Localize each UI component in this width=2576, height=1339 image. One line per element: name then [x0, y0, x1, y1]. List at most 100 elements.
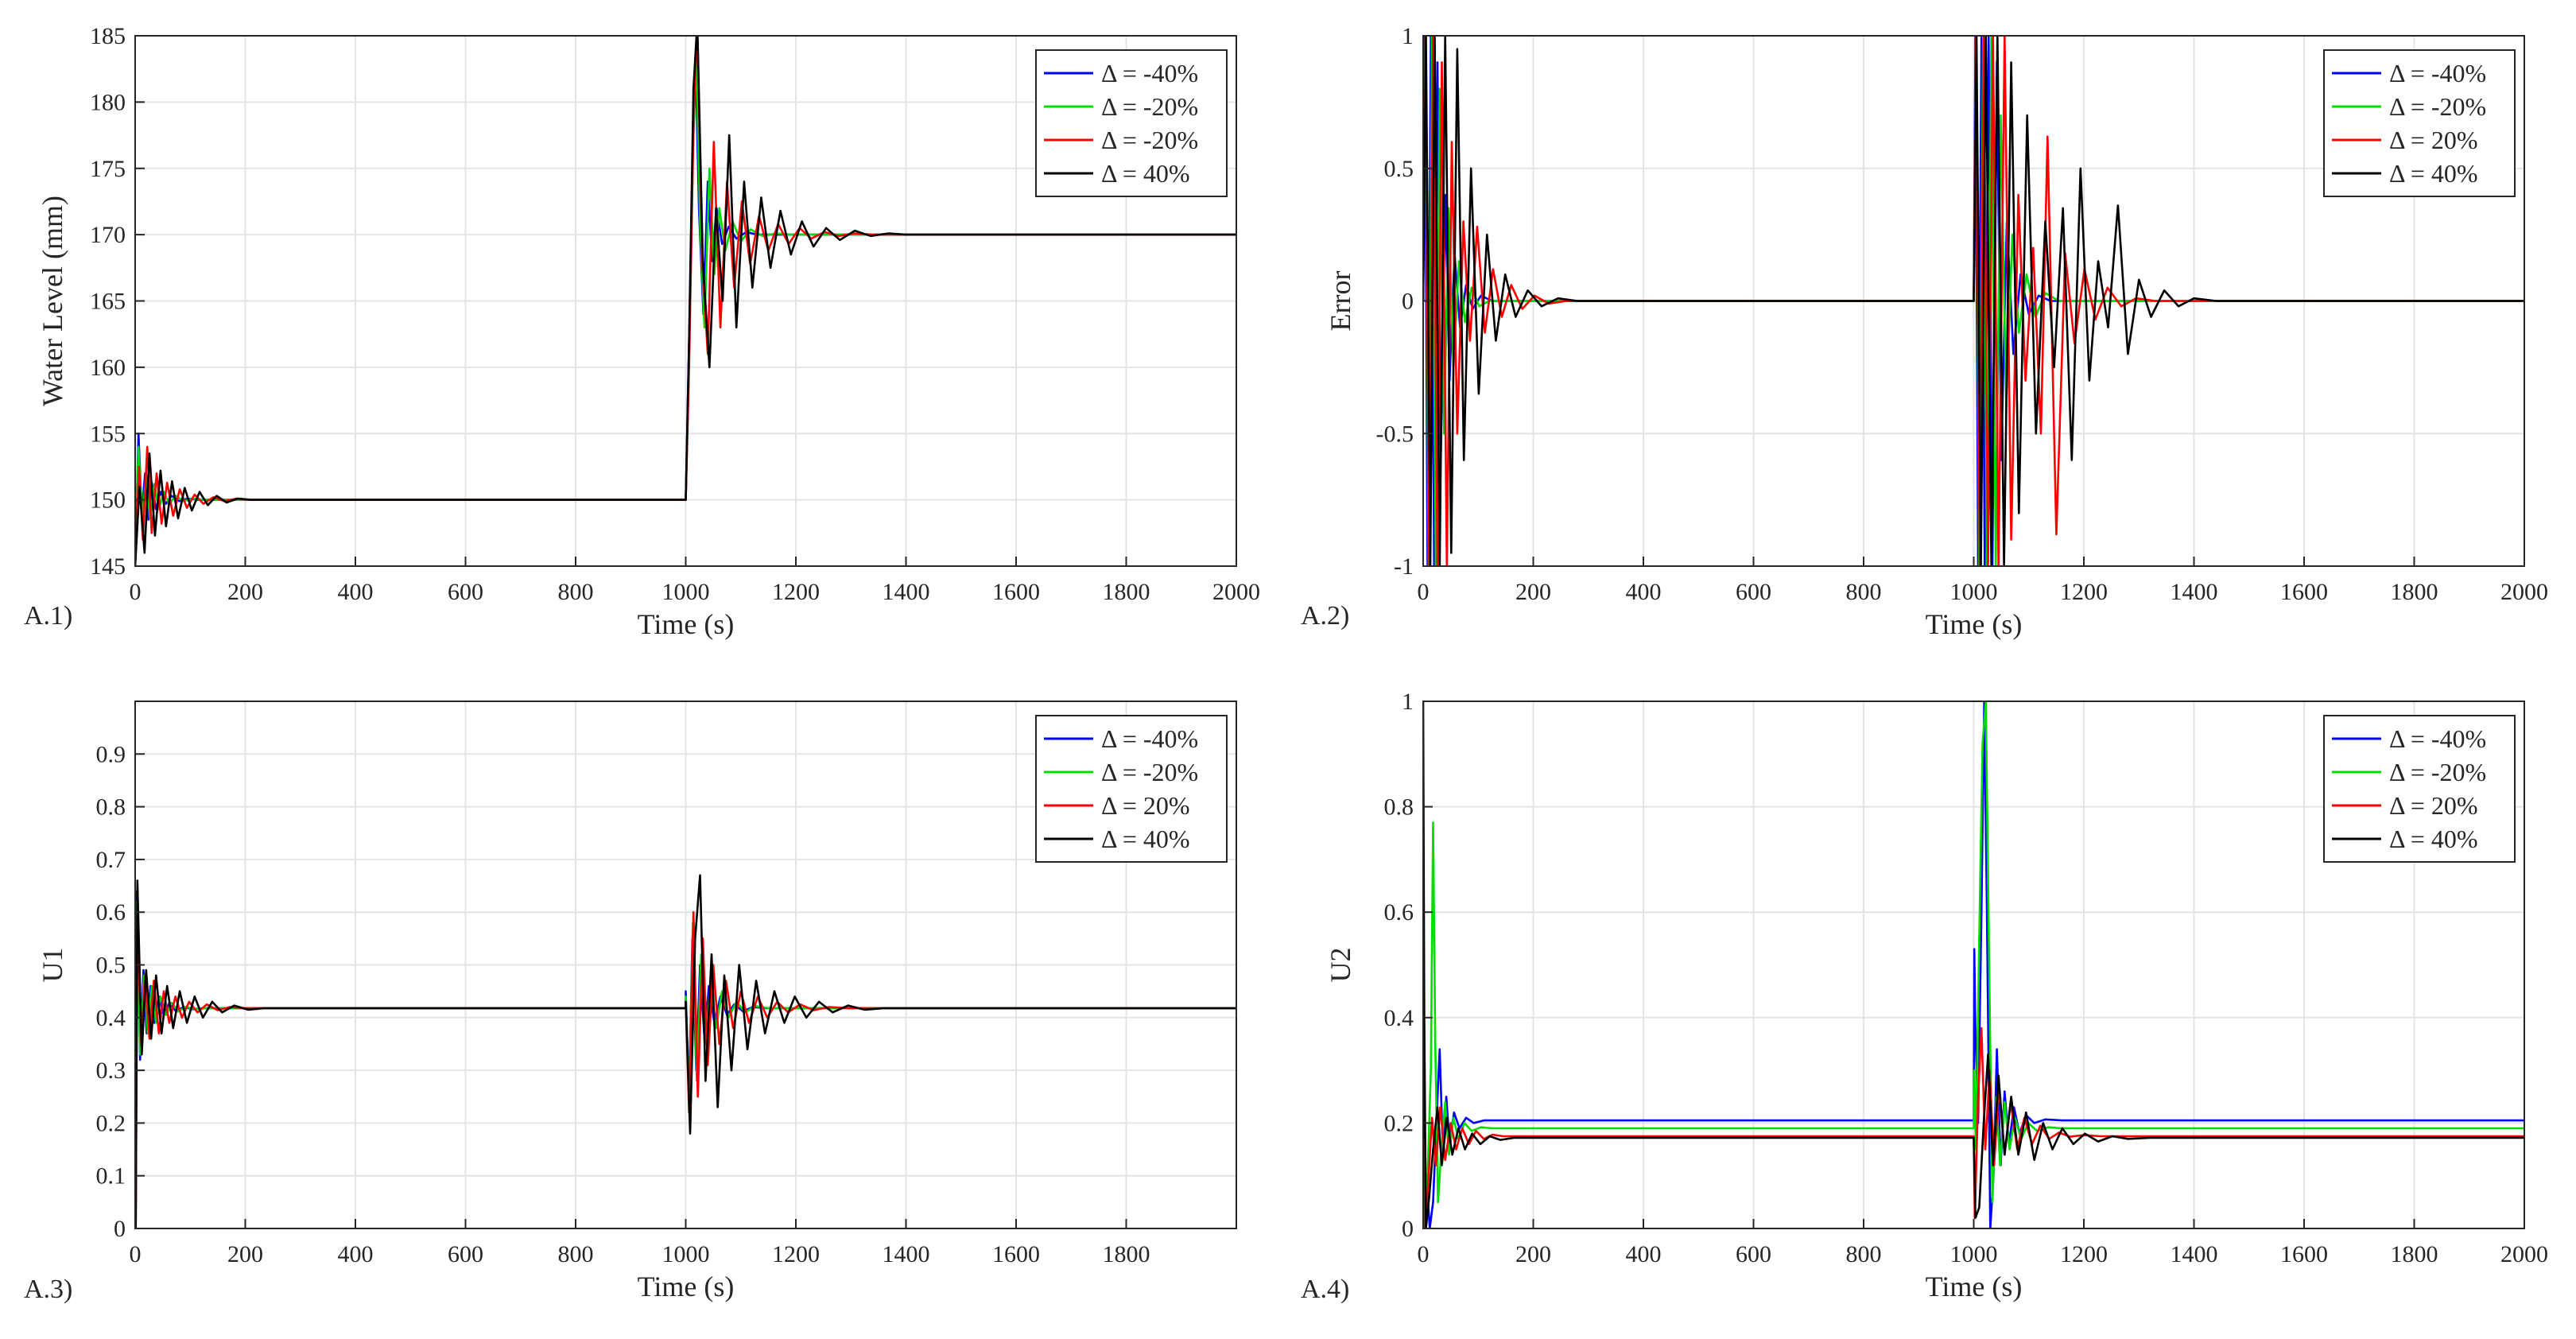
legend-entry: Δ = 20% [2389, 126, 2478, 154]
y-tick-label: 0.9 [96, 741, 126, 767]
y-tick-label: 0.1 [96, 1163, 126, 1190]
panel-tag: A.2) [1301, 601, 1349, 631]
legend-box [2323, 49, 2516, 197]
x-tick-label: 0 [1418, 579, 1430, 605]
x-tick-label: 1400 [2171, 579, 2218, 605]
panel-tag: A.3) [24, 1275, 72, 1304]
y-tick-label: 145 [90, 553, 126, 580]
legend-box [1035, 49, 1228, 197]
x-tick-label: 2000 [1212, 579, 1260, 605]
y-tick-label: 0.7 [96, 847, 126, 873]
x-tick-label: 400 [1626, 579, 1662, 605]
legend-box [2323, 715, 2516, 863]
x-tick-label: 1400 [883, 1241, 930, 1267]
y-tick-label: 0 [1402, 1216, 1414, 1242]
x-axis-label: Time (s) [1926, 608, 2023, 640]
y-tick-label: -0.5 [1376, 421, 1414, 447]
x-tick-label: 600 [448, 579, 483, 605]
y-axis-label: U2 [1325, 948, 1356, 983]
y-tick-label: 150 [90, 487, 126, 514]
x-tick-label: 800 [558, 579, 594, 605]
x-tick-label: 400 [1626, 1241, 1662, 1267]
x-tick-label: 0 [130, 579, 142, 605]
y-tick-label: 0.2 [96, 1110, 126, 1136]
chart-panel-1: 0 200 400 600 800 1000 1200 1400 1600 1800 2000 145… [24, 23, 1260, 640]
series-line-4 [135, 36, 1236, 566]
legend-entry: Δ = -40% [1101, 724, 1198, 753]
x-tick-label: 400 [338, 579, 374, 605]
y-tick-label: 0.8 [1384, 794, 1414, 821]
y-axis-label: U1 [37, 948, 68, 983]
y-tick-label: 0.4 [1384, 1005, 1414, 1031]
y-tick-label: 0.2 [1384, 1110, 1414, 1136]
series-line-4 [135, 874, 1236, 1228]
legend-entry: Δ = -40% [2389, 724, 2486, 753]
y-tick-label: 0 [114, 1216, 126, 1242]
x-tick-label: 400 [338, 1241, 374, 1267]
x-tick-label: 1800 [2391, 1241, 2438, 1267]
legend-entry: Δ = -40% [2389, 59, 2486, 87]
series-group [1423, 36, 2524, 566]
legend-entry: Δ = -20% [2389, 758, 2486, 786]
y-tick-label: 0.6 [1384, 899, 1414, 926]
y-tick-label: 175 [90, 156, 126, 182]
x-tick-label: 1200 [2060, 579, 2108, 605]
x-tick-label: 1800 [1103, 1241, 1150, 1267]
y-tick-label: 185 [90, 23, 126, 49]
y-tick-label: 0.8 [96, 794, 126, 821]
x-tick-label: 0 [1418, 1241, 1430, 1267]
chart-panel-2: 0 200 400 600 800 1000 1200 1400 1600 1800 2000 -1 -… [1301, 23, 2548, 640]
y-tick-label: 155 [90, 421, 126, 447]
x-tick-label: 600 [1736, 1241, 1771, 1267]
legend-entry: Δ = 40% [1101, 825, 1190, 853]
legend: Δ = -40% Δ = -20% Δ = -20% Δ = 40% [1035, 49, 1228, 197]
series-group [135, 874, 1236, 1228]
chart-panel-4: 0 200 400 600 800 1000 1200 1400 1600 1800 2000 0 0.… [1301, 689, 2548, 1304]
legend-entry: Δ = 40% [2389, 159, 2478, 188]
x-tick-label: 200 [227, 1241, 263, 1267]
chart-panel-3: 0 200 400 600 800 1000 1200 1400 1600 1800 0 0.1 0.2… [24, 701, 1237, 1304]
x-tick-label: 2000 [2500, 579, 2548, 605]
x-tick-label: 1600 [992, 1241, 1040, 1267]
x-tick-label: 1200 [772, 579, 820, 605]
x-axis-label: Time (s) [638, 1271, 735, 1302]
x-tick-label: 1800 [2391, 579, 2438, 605]
x-tick-label: 1000 [662, 1241, 710, 1267]
y-axis-label: Error [1325, 271, 1356, 332]
x-tick-label: 200 [1515, 1241, 1551, 1267]
y-tick-label: 0.3 [96, 1058, 126, 1084]
x-tick-label: 1800 [1103, 579, 1150, 605]
y-tick-label: 170 [90, 222, 126, 248]
legend-entry: Δ = 40% [2389, 825, 2478, 853]
y-axis-label: Water Level (mm) [37, 196, 68, 406]
legend-entry: Δ = -20% [2389, 92, 2486, 121]
legend-entry: Δ = 20% [2389, 791, 2478, 820]
legend-entry: Δ = -20% [1101, 92, 1198, 121]
series-line-1 [1423, 701, 2524, 1228]
x-tick-label: 1400 [2171, 1241, 2218, 1267]
legend-entry: Δ = -20% [1101, 126, 1198, 154]
y-tick-label: 1 [1402, 689, 1414, 715]
series-line-4 [1423, 36, 2524, 566]
x-tick-label: 1000 [1950, 579, 1998, 605]
x-tick-label: 200 [227, 579, 263, 605]
x-tick-label: 0 [130, 1241, 142, 1267]
x-tick-label: 1200 [772, 1241, 820, 1267]
y-tick-label: -1 [1394, 553, 1414, 580]
x-tick-label: 1400 [883, 579, 930, 605]
legend: Δ = -40% Δ = -20% Δ = 20% Δ = 40% [1035, 715, 1228, 863]
legend-box [1035, 715, 1228, 863]
panel-tag: A.4) [1301, 1275, 1349, 1304]
x-tick-label: 600 [448, 1241, 483, 1267]
series-line-4 [1423, 701, 2524, 1228]
y-tick-label: 0.6 [96, 899, 126, 926]
x-tick-label: 200 [1515, 579, 1551, 605]
x-tick-label: 1000 [1950, 1241, 1998, 1267]
x-tick-label: 1200 [2060, 1241, 2108, 1267]
legend-entry: Δ = 20% [1101, 791, 1190, 820]
y-tick-label: 0.5 [96, 953, 126, 979]
y-tick-label: 160 [90, 355, 126, 381]
x-tick-label: 800 [558, 1241, 594, 1267]
y-tick-label: 165 [90, 289, 126, 315]
series-group [135, 36, 1236, 566]
